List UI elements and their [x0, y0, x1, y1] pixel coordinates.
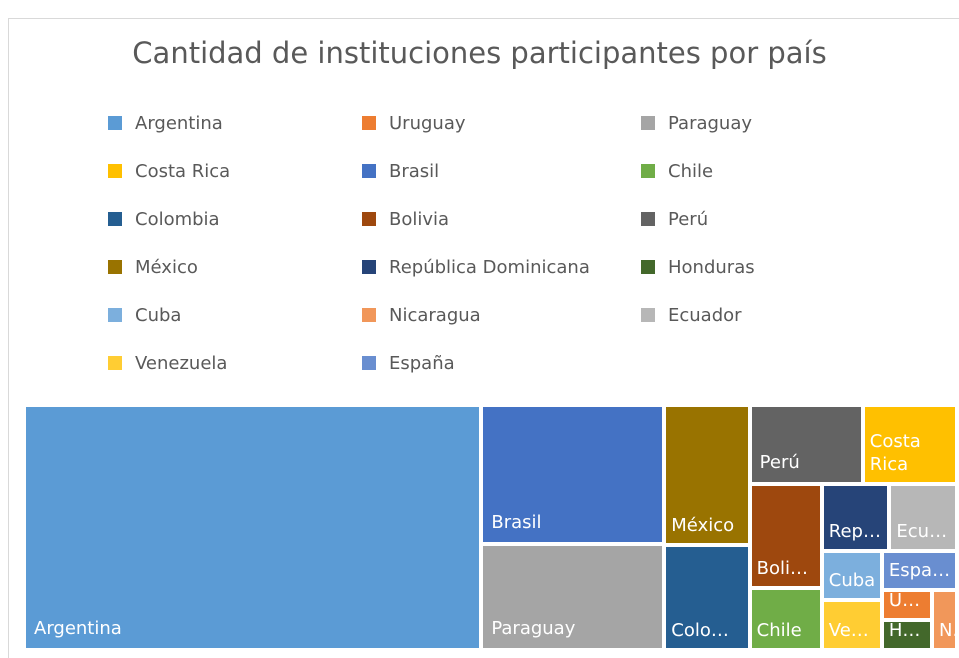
- cell-label: Cuba: [828, 570, 876, 592]
- cell-label: Venezuela: [828, 619, 880, 641]
- legend-label: Uruguay: [389, 112, 466, 134]
- cell-label: Costa Rica: [869, 431, 921, 476]
- cell-label: República Dominicana: [828, 520, 888, 542]
- legend-label: Paraguay: [668, 112, 753, 134]
- treemap-cell: Uruguay: [881, 590, 932, 621]
- cell-label: Paraguay: [491, 617, 576, 639]
- treemap-cell: Costa Rica: [862, 405, 957, 485]
- chart-title: Cantidad de instituciones participantes …: [132, 36, 827, 70]
- legend-item: Chile: [641, 159, 713, 183]
- legend-label: Honduras: [668, 256, 755, 278]
- legend-item: Costa Rica: [108, 159, 230, 183]
- treemap-cell: Cuba: [821, 550, 882, 601]
- treemap-cell: España: [881, 550, 957, 591]
- legend-swatch: [641, 164, 655, 178]
- chart-frame: [8, 18, 959, 658]
- treemap-cell: Chile: [749, 587, 822, 650]
- treemap-cell: Bolivia: [749, 484, 822, 588]
- legend-item: Ecuador: [641, 303, 742, 327]
- treemap-cell: Venezuela: [821, 600, 882, 650]
- legend-label: Colombia: [135, 208, 220, 230]
- legend-swatch: [362, 116, 376, 130]
- treemap-cell: Paraguay: [481, 543, 665, 650]
- legend-label: España: [389, 352, 455, 374]
- cell-label: Chile: [756, 619, 802, 641]
- legend-item: Argentina: [108, 111, 223, 135]
- cell-label: México: [671, 515, 735, 536]
- legend-item: Venezuela: [108, 351, 227, 375]
- legend-item: Brasil: [362, 159, 439, 183]
- legend-swatch: [108, 212, 122, 226]
- legend-item: Colombia: [108, 207, 220, 231]
- legend-label: Ecuador: [668, 304, 742, 326]
- legend-swatch: [362, 260, 376, 274]
- cell-label: Ecuador: [896, 520, 955, 542]
- treemap-cell: Honduras: [881, 620, 932, 650]
- legend-item: Nicaragua: [362, 303, 481, 327]
- cell-label: Perú: [759, 452, 800, 474]
- legend-item: Uruguay: [362, 111, 466, 135]
- legend-item: Bolivia: [362, 207, 449, 231]
- legend-label: Nicaragua: [389, 304, 481, 326]
- treemap-cell: Argentina: [24, 405, 482, 650]
- legend-item: Perú: [641, 207, 708, 231]
- legend-label: Brasil: [389, 160, 440, 182]
- legend-swatch: [641, 260, 655, 274]
- treemap-cell: Colombia: [664, 545, 750, 650]
- treemap-cell: Ecuador: [889, 484, 957, 551]
- legend-item: Cuba: [108, 303, 181, 327]
- legend-swatch: [362, 164, 376, 178]
- legend-swatch: [362, 308, 376, 322]
- cell-label: Argentina: [34, 618, 122, 639]
- legend-swatch: [108, 308, 122, 322]
- cell-label: Uruguay: [888, 590, 930, 612]
- legend-label: Costa Rica: [135, 160, 231, 182]
- legend-swatch: [108, 260, 122, 274]
- treemap-cell: Nicaragua: [931, 590, 957, 650]
- cell-label: Honduras: [888, 620, 930, 641]
- legend-swatch: [108, 164, 122, 178]
- legend-label: México: [135, 256, 198, 278]
- treemap-cell: República Dominicana: [821, 484, 890, 551]
- treemap-cell: Brasil: [481, 405, 665, 544]
- cell-label: España: [888, 560, 955, 582]
- legend-swatch: [641, 212, 655, 226]
- legend-item: Honduras: [641, 255, 755, 279]
- legend-item: República Dominicana: [362, 255, 590, 279]
- legend-item: Paraguay: [641, 111, 752, 135]
- legend-label: República Dominicana: [389, 256, 590, 278]
- treemap: Argentina Brasil Paraguay México Colombia Per…: [24, 405, 957, 650]
- legend-label: Bolivia: [389, 208, 450, 230]
- legend-label: Chile: [668, 160, 714, 182]
- treemap-cell: Perú: [749, 405, 863, 485]
- cell-label: Brasil: [491, 511, 542, 533]
- legend-swatch: [108, 356, 122, 370]
- cell-label: Bolivia: [756, 557, 817, 579]
- legend-swatch: [362, 212, 376, 226]
- legend-label: Perú: [668, 208, 709, 230]
- legend-label: Venezuela: [135, 352, 228, 374]
- legend-item: España: [362, 351, 455, 375]
- legend-swatch: [108, 116, 122, 130]
- legend-swatch: [641, 116, 655, 130]
- legend-item: México: [108, 255, 198, 279]
- cell-label: Colombia: [671, 620, 748, 641]
- legend-label: Cuba: [135, 304, 182, 326]
- treemap-cell: México: [664, 405, 750, 545]
- legend-swatch: [641, 308, 655, 322]
- legend-swatch: [362, 356, 376, 370]
- cell-label: Nicaragua: [938, 619, 955, 641]
- legend-label: Argentina: [135, 112, 223, 134]
